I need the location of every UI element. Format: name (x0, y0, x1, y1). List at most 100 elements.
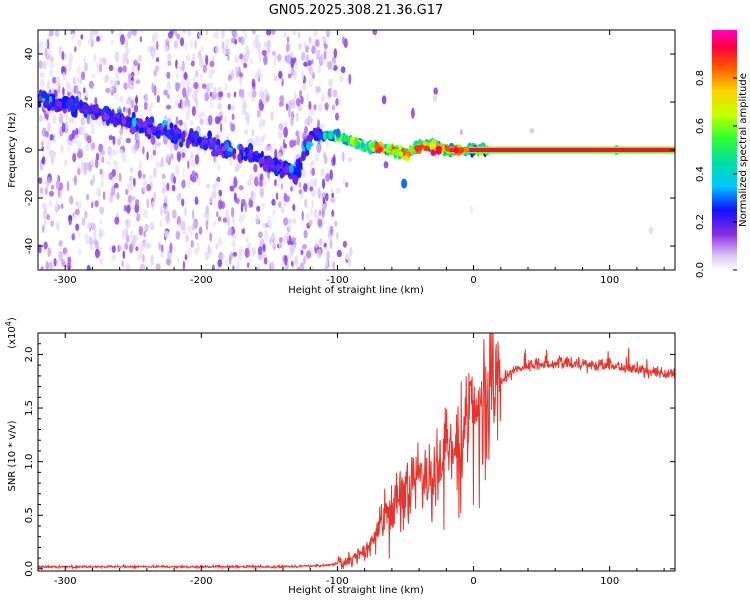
spectrogram-band-blob (435, 145, 442, 152)
spectrogram-ridge-cell (150, 125, 157, 133)
snr-y-label: SNR (10 * v/v) (7, 420, 18, 491)
spectrogram-noise-cell (311, 45, 316, 55)
spectrogram-noise-cell (231, 239, 237, 248)
spectrogram-noise-cell (75, 84, 79, 95)
spectrogram-noise-cell (128, 219, 131, 229)
spectrogram-noise-cell (186, 86, 191, 97)
spectrogram-noise-cell (71, 234, 75, 241)
spectrogram-ridge-cell (296, 161, 303, 169)
spectrogram-noise-cell (77, 168, 81, 176)
spectrogram-noise-cell (176, 194, 182, 202)
spectrogram-noise-cell (310, 207, 313, 217)
spectrogram-noise-cell (50, 184, 55, 190)
spectrogram-noise-cell (81, 165, 85, 174)
spectrogram-noise-cell (118, 244, 124, 252)
spectrogram-noise-cell (271, 50, 276, 56)
spectrogram-noise-cell (41, 157, 44, 165)
spectrogram-noise-cell (109, 79, 115, 85)
spectrogram-noise-cell (111, 185, 116, 196)
spectrogram-noise-cell (186, 53, 191, 62)
spectrogram-isolated-feature (401, 178, 408, 189)
spectrogram-noise-cell (122, 250, 126, 260)
spectrogram-ridge-cell (314, 129, 320, 136)
spectrogram-noise-cell (286, 54, 292, 64)
spectrogram-noise-cell (55, 221, 60, 232)
spectrogram-noise-cell (332, 197, 336, 205)
spectrogram-ridge-cell (181, 130, 186, 139)
spectrogram-noise-cell (648, 226, 654, 235)
spectrogram-noise-cell (300, 95, 304, 105)
snr-x-tick-label: -300 (54, 576, 77, 587)
colorbar-tick-label: 0.0 (695, 262, 706, 278)
spectrogram-noise-cell (269, 236, 272, 246)
spectrogram-noise-cell (80, 34, 84, 40)
spectrogram-noise-cell (187, 225, 193, 232)
spectrogram-blob (374, 142, 380, 150)
spectrogram-noise-cell (243, 129, 249, 135)
spectrogram-noise-cell (160, 206, 163, 217)
spectrogram-ridge-cell (146, 126, 152, 135)
spectrogram-noise-cell (98, 121, 102, 127)
spectrogram-noise-cell (198, 50, 202, 61)
snr-x-ticks: -300 -200 -100 0 100 (54, 333, 665, 587)
spectrogram-noise-cell (68, 62, 72, 73)
spectrogram-noise-cell (297, 105, 303, 112)
spectrogram-noise-cell (433, 87, 439, 95)
spectrogram-noise-cell (335, 98, 339, 106)
spectrogram-noise-cell (158, 242, 161, 251)
spectrogram-noise-cell (323, 242, 327, 248)
spectrogram-noise-cell (58, 113, 64, 125)
spectrogram-ridge-cell (172, 133, 178, 142)
spectrogram-noise-cell (290, 99, 296, 106)
spectrogram-noise-cell (135, 199, 140, 206)
spectrogram-noise-cell (272, 242, 276, 251)
spectrogram-noise-cell (263, 229, 269, 241)
spectrogram-noise-cell (151, 200, 155, 210)
spectrogram-noise-cell (262, 250, 266, 260)
spectrogram-noise-cell (247, 179, 252, 187)
spectrogram-noise-cell (185, 234, 189, 243)
spectrogram-noise-cell (277, 152, 282, 161)
spectrogram-noise-cell (99, 63, 103, 73)
spectrogram-noise-cell (100, 149, 105, 156)
spectrogram-noise-cell (110, 30, 115, 34)
spectrogram-noise-cell (153, 31, 158, 43)
spectrogram-noise-cell (183, 122, 188, 133)
spectrogram-noise-cell (191, 106, 196, 117)
spectrogram-noise-cell (254, 34, 260, 43)
spectrogram-noise-cell (277, 53, 282, 62)
colorbar-gradient (712, 30, 737, 270)
spectrogram-noise-cell (163, 44, 169, 53)
spectrogram-noise-cell (325, 30, 331, 37)
spectrogram-noise-cell (212, 189, 217, 200)
spectrogram-noise-cell (315, 39, 320, 48)
colorbar-tick-label: 0.6 (695, 118, 706, 134)
spectrogram-noise-cell (221, 49, 227, 55)
spectrogram-noise-cell (308, 219, 313, 227)
spectrogram-ridge-cell (289, 163, 294, 174)
spectrogram-noise-cell (239, 79, 242, 86)
spectrogram-noise-cell (208, 114, 213, 126)
spectrogram-noise-cell (171, 184, 176, 192)
spectrogram-noise-cell (299, 89, 302, 99)
spectrogram-noise-cell (305, 44, 310, 52)
spectrogram-band-core (449, 148, 675, 152)
spectrogram-noise-cell (126, 204, 131, 214)
spectrogram-noise-cell (282, 31, 287, 38)
spectrogram-noise-cell (260, 136, 264, 144)
spectrogram-noise-cell (52, 76, 57, 84)
spectrogram-y-tick-label: 20 (24, 96, 35, 109)
spectrogram-noise-cell (308, 36, 312, 44)
spectrogram-noise-cell (146, 105, 153, 113)
spectrogram-noise-cell (314, 177, 318, 187)
spectrogram-noise-cell (217, 216, 222, 222)
spectrogram-noise-cell (306, 250, 311, 259)
spectrogram-noise-cell (165, 214, 171, 225)
spectrogram-noise-cell (227, 74, 232, 82)
spectrogram-ridge-cell (292, 174, 299, 185)
spectrogram-noise-cell (125, 228, 128, 236)
spectrogram-band-blob (453, 147, 460, 154)
spectrogram-noise-cell (125, 137, 131, 144)
spectrogram-noise-cell (185, 78, 191, 88)
spectrogram-x-tick-label: 100 (600, 275, 619, 286)
